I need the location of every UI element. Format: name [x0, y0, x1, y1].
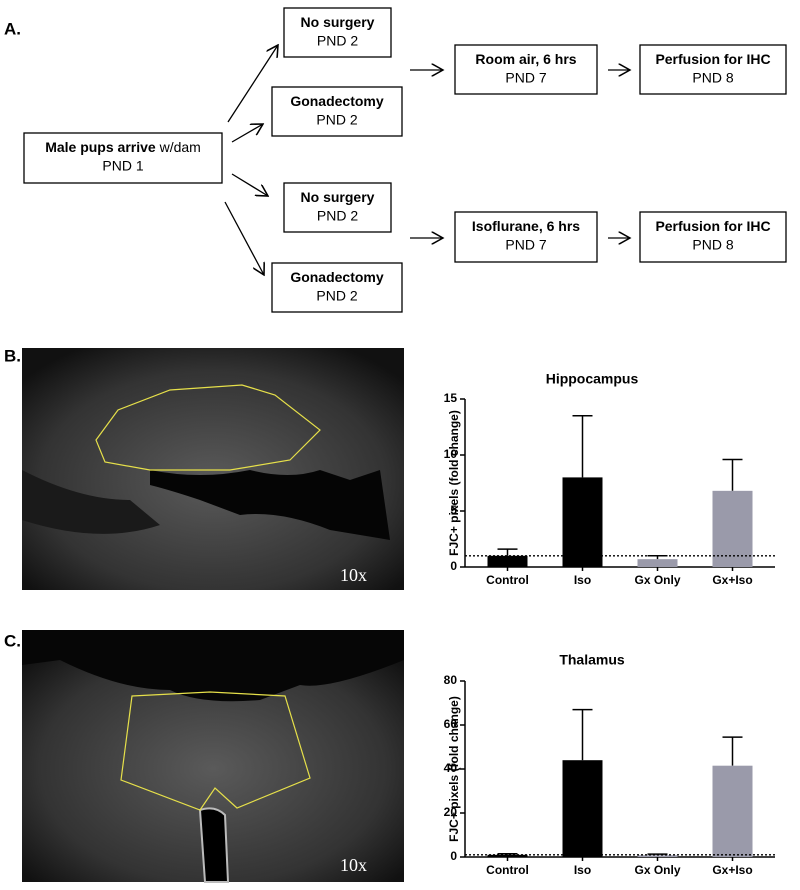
- node: Gonadectomy PND 2: [271, 262, 403, 313]
- y-tick-label: 80: [444, 673, 458, 687]
- node-title-bold: Isoflurane, 6 hrs: [472, 218, 580, 234]
- node-box: [283, 182, 392, 233]
- node-subtitle: PND 2: [317, 208, 358, 224]
- micrograph: 10x: [22, 630, 404, 883]
- magnification: 10x: [340, 855, 367, 875]
- x-tick-label: Gx+Iso: [712, 573, 752, 587]
- node-title: Room air, 6 hrs: [475, 51, 576, 67]
- node: Room air, 6 hrs PND 7: [454, 44, 598, 95]
- arrows: [224, 45, 630, 275]
- node-title: Male pups arrive w/dam: [45, 139, 201, 155]
- bar: [487, 555, 528, 567]
- y-tick-label: 40: [444, 761, 458, 775]
- node: Male pups arrive w/dam PND 1: [23, 132, 223, 184]
- bar: [712, 765, 753, 857]
- node: No surgery PND 2: [283, 7, 392, 58]
- node-title: Gonadectomy: [290, 93, 384, 109]
- bar: [712, 490, 753, 567]
- y-tick-label: 10: [444, 447, 458, 461]
- x-tick-label: Control: [486, 573, 529, 587]
- node-title: No surgery: [301, 189, 375, 205]
- node: Gonadectomy PND 2: [271, 86, 403, 137]
- node-title-bold: Perfusion for IHC: [655, 218, 770, 234]
- node: Perfusion for IHC PND 8: [639, 44, 787, 95]
- y-tick-label: 15: [444, 391, 458, 405]
- panel-label: A.: [4, 19, 21, 38]
- bar: [562, 760, 603, 857]
- y-tick-label: 0: [450, 559, 457, 573]
- node-title-bold: No surgery: [301, 189, 375, 205]
- bar: [487, 854, 528, 857]
- bar: [637, 855, 678, 857]
- x-tick-label: Iso: [574, 573, 591, 587]
- node-box: [283, 7, 392, 58]
- node-title-bold: Gonadectomy: [290, 269, 384, 285]
- node: No surgery PND 2: [283, 182, 392, 233]
- node: Perfusion for IHC PND 8: [639, 211, 787, 263]
- chart-title: Thalamus: [559, 652, 625, 668]
- node-subtitle: PND 7: [505, 70, 546, 86]
- panel-label: B.: [4, 346, 21, 365]
- node-title-bold: No surgery: [301, 14, 375, 30]
- y-tick-label: 0: [450, 849, 457, 863]
- node-box: [454, 44, 598, 95]
- y-axis-label: FJC+ pixels (fold change): [447, 410, 461, 556]
- node-subtitle: PND 7: [505, 237, 546, 253]
- x-tick-label: Gx+Iso: [712, 863, 752, 877]
- node: Isoflurane, 6 hrs PND 7: [454, 211, 598, 263]
- node-title-bold: Room air, 6 hrs: [475, 51, 576, 67]
- chart-title: Hippocampus: [546, 371, 639, 387]
- node-box: [23, 132, 223, 184]
- node-title-bold: Gonadectomy: [290, 93, 384, 109]
- y-tick-label: 20: [444, 805, 458, 819]
- node-box: [271, 262, 403, 313]
- y-tick-label: 60: [444, 717, 458, 731]
- node-subtitle: PND 2: [316, 288, 357, 304]
- x-tick-label: Control: [486, 863, 529, 877]
- node-title: Perfusion for IHC: [655, 51, 770, 67]
- magnification: 10x: [340, 565, 367, 585]
- node-box: [639, 44, 787, 95]
- x-tick-label: Gx Only: [634, 863, 680, 877]
- node-box: [454, 211, 598, 263]
- x-tick-label: Gx Only: [634, 573, 680, 587]
- node-subtitle: PND 8: [692, 237, 733, 253]
- node-title-bold: Male pups arrive: [45, 139, 156, 155]
- node-title: No surgery: [301, 14, 375, 30]
- panel-label: C.: [4, 631, 21, 650]
- node-title: Isoflurane, 6 hrs: [472, 218, 580, 234]
- y-tick-label: 5: [450, 503, 457, 517]
- node-box: [639, 211, 787, 263]
- node-title-extra: w/dam: [156, 139, 201, 155]
- node-title-bold: Perfusion for IHC: [655, 51, 770, 67]
- node-box: [271, 86, 403, 137]
- micrograph: 10x: [22, 348, 404, 590]
- node-subtitle: PND 2: [317, 33, 358, 49]
- bar: [637, 559, 678, 567]
- node-subtitle: PND 1: [102, 158, 143, 174]
- node-title: Perfusion for IHC: [655, 218, 770, 234]
- bar: [562, 477, 603, 567]
- x-tick-label: Iso: [574, 863, 591, 877]
- node-subtitle: PND 2: [316, 112, 357, 128]
- y-axis-label: FJC+ pixels (fold change): [447, 696, 461, 842]
- node-subtitle: PND 8: [692, 70, 733, 86]
- node-title: Gonadectomy: [290, 269, 384, 285]
